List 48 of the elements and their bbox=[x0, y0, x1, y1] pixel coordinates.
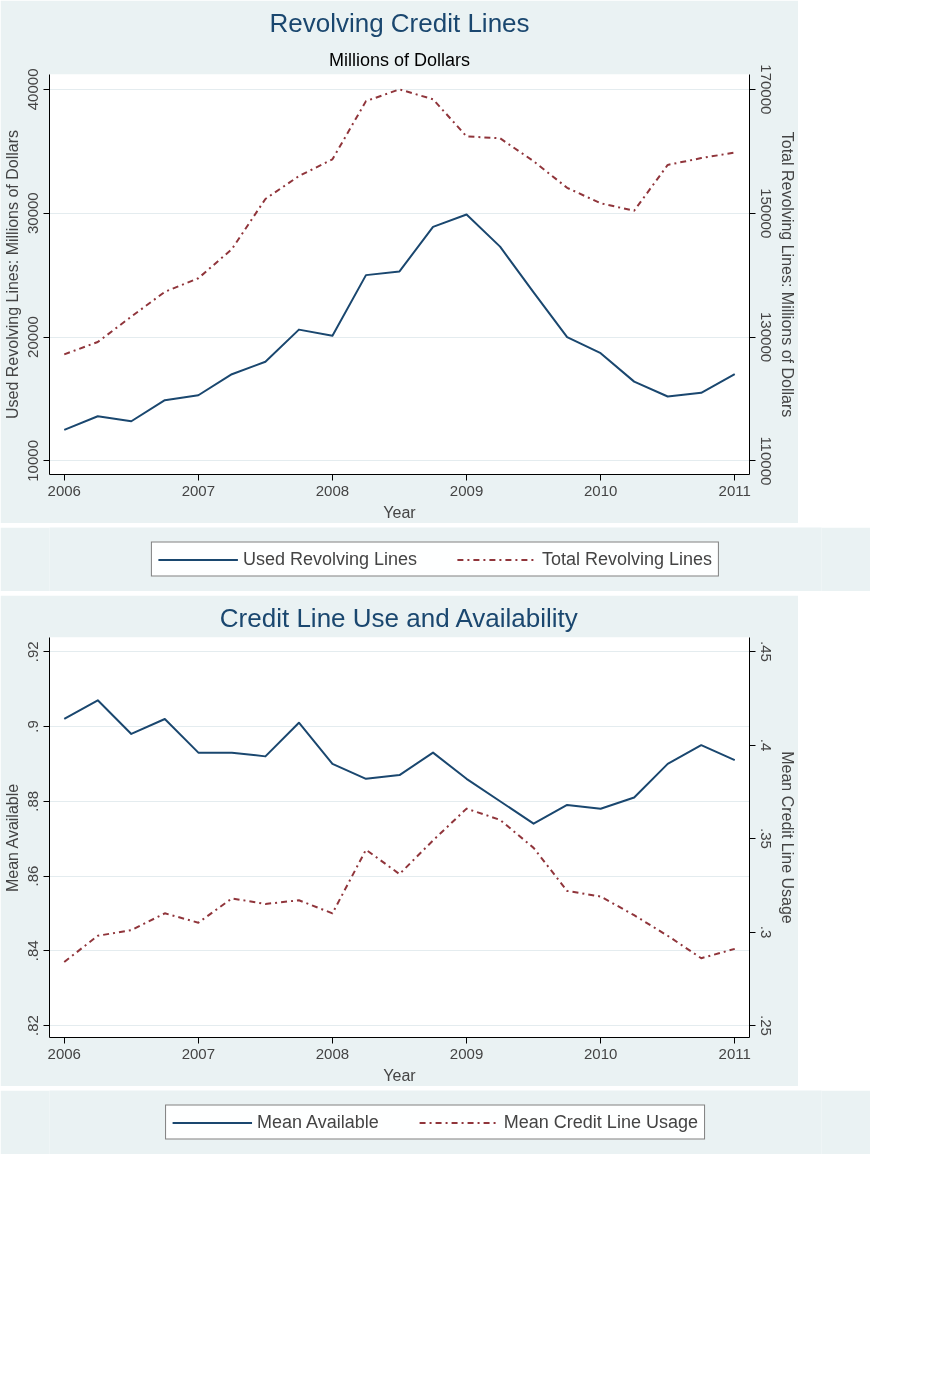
y-axis-title: Mean Available bbox=[3, 783, 21, 893]
y2-axis-title: Total Revolving Lines: Millions of Dollars bbox=[778, 131, 796, 418]
x-tick-label: 2010 bbox=[583, 481, 618, 499]
y2-tick-label: 170000 bbox=[757, 64, 775, 115]
y-tick-label: .88 bbox=[24, 790, 42, 812]
x-tick-label: 2011 bbox=[718, 481, 751, 499]
x-tick-label: 2008 bbox=[315, 1044, 350, 1062]
line-series bbox=[63, 807, 736, 963]
y-tick-label: .86 bbox=[24, 865, 42, 887]
chart-title: Credit Line Use and Availability bbox=[219, 602, 578, 633]
y-tick-label: 30000 bbox=[24, 192, 42, 235]
y2-tick-label: .3 bbox=[757, 925, 775, 939]
line-series bbox=[63, 213, 736, 431]
y2-tick-label: .4 bbox=[757, 738, 775, 752]
x-tick-label: 2011 bbox=[718, 1044, 751, 1062]
x-tick-label: 2006 bbox=[47, 481, 81, 499]
line-series bbox=[63, 699, 736, 825]
y-tick-label: 20000 bbox=[24, 316, 42, 358]
legend-label: Total Revolving Lines bbox=[541, 548, 713, 570]
line-series bbox=[63, 88, 736, 356]
y-tick-label: 40000 bbox=[24, 68, 42, 111]
x-tick-label: 2007 bbox=[181, 481, 216, 499]
y2-tick-label: .45 bbox=[757, 641, 775, 662]
y2-axis-title: Mean Credit Line Usage bbox=[778, 751, 796, 924]
y2-tick-label: 110000 bbox=[757, 436, 775, 486]
x-tick-label: 2009 bbox=[449, 481, 484, 499]
y-tick-label: .84 bbox=[24, 940, 42, 962]
y-tick-label: .82 bbox=[24, 1015, 42, 1036]
chart-title: Revolving Credit Lines bbox=[269, 7, 530, 38]
x-tick-label: 2010 bbox=[583, 1044, 618, 1062]
y2-tick-label: 130000 bbox=[757, 312, 775, 363]
x-axis-title: Year bbox=[383, 1066, 417, 1084]
y-axis-title: Used Revolving Lines: Millions of Dollars bbox=[3, 129, 21, 419]
legend-label: Used Revolving Lines bbox=[242, 548, 417, 570]
x-tick-label: 2006 bbox=[47, 1044, 81, 1062]
y2-tick-label: 150000 bbox=[757, 188, 775, 239]
x-axis-title: Year bbox=[383, 503, 417, 521]
y-tick-label: .9 bbox=[24, 720, 42, 733]
chart-subtitle: Millions of Dollars bbox=[328, 49, 471, 70]
x-tick-label: 2007 bbox=[181, 1044, 216, 1062]
legend-label: Mean Credit Line Usage bbox=[503, 1111, 698, 1133]
legend-label: Mean Available bbox=[257, 1111, 379, 1133]
y-tick-label: 10000 bbox=[24, 440, 42, 482]
y-tick-label: .92 bbox=[24, 641, 42, 663]
y2-tick-label: .35 bbox=[757, 828, 775, 849]
y2-tick-label: .25 bbox=[757, 1015, 775, 1036]
x-tick-label: 2009 bbox=[449, 1044, 484, 1062]
x-tick-label: 2008 bbox=[315, 481, 350, 499]
